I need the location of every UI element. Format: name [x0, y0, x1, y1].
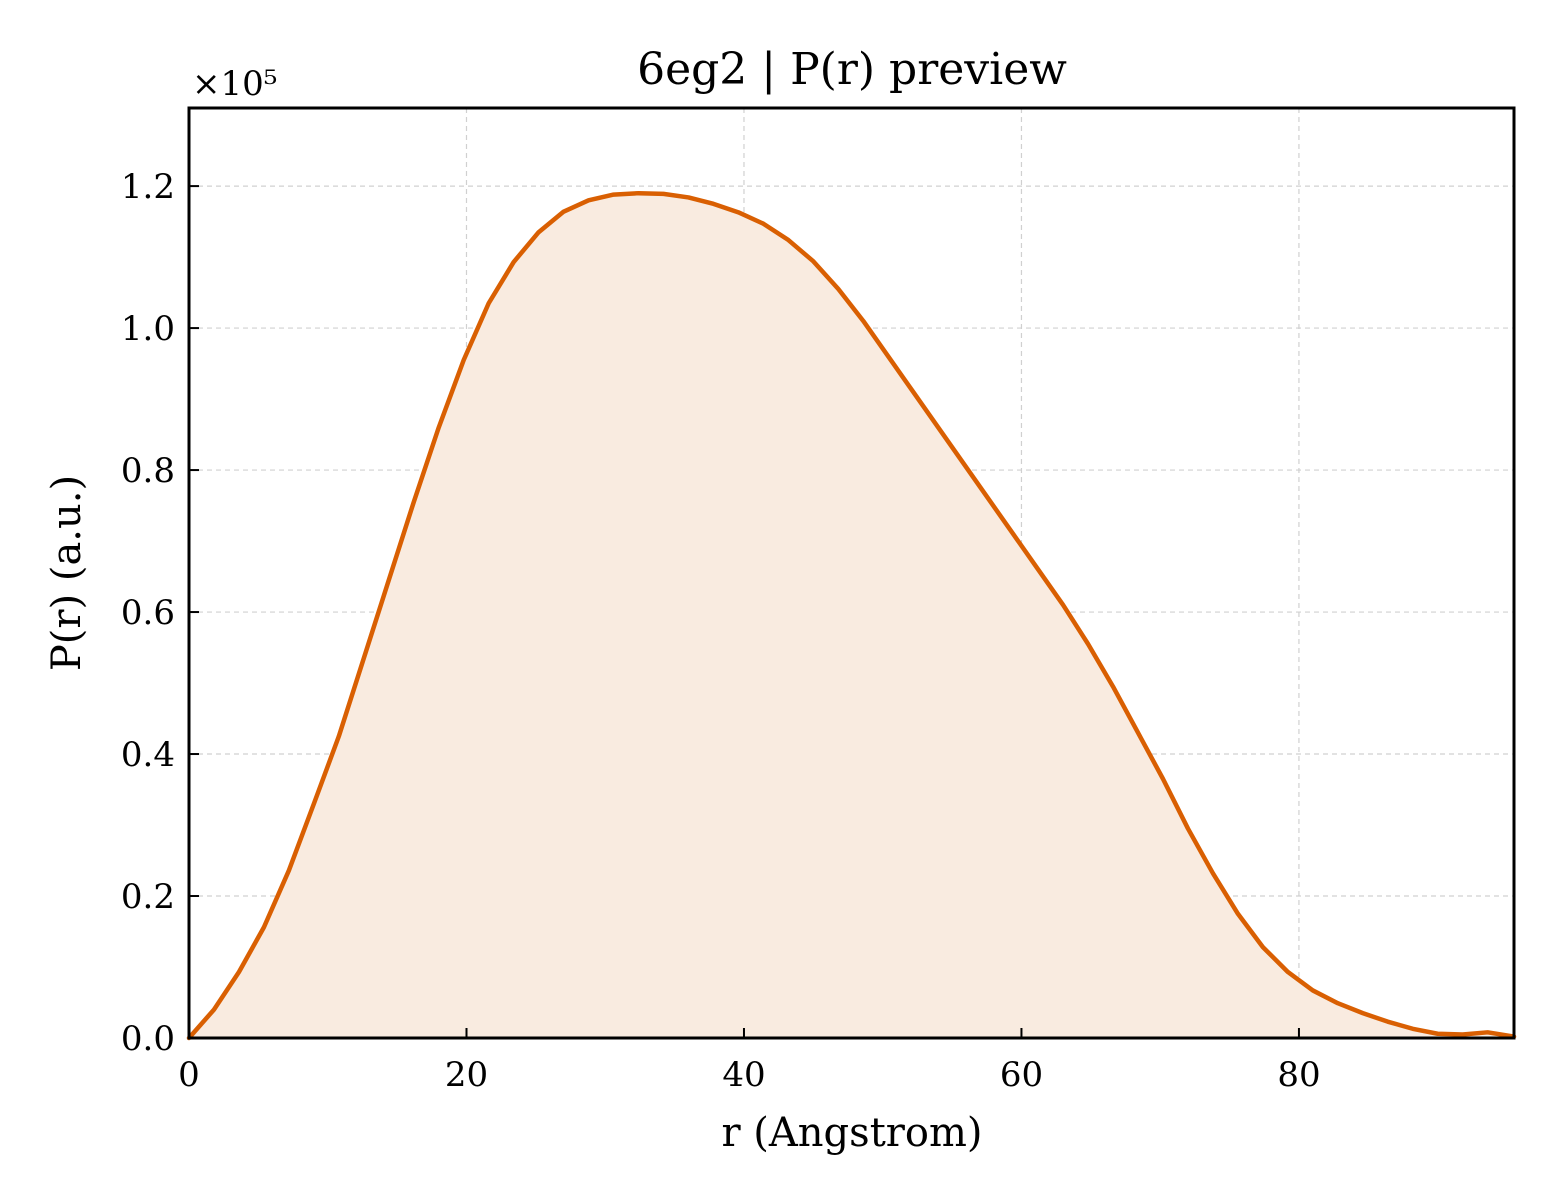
pr-area-fill — [189, 193, 1514, 1038]
pr-series-line — [186, 190, 1517, 1041]
x-axis-label: r (Angstrom) — [721, 1110, 982, 1156]
x-tick-label: 20 — [445, 1055, 488, 1095]
x-tick-label: 80 — [1277, 1055, 1320, 1095]
y-multiplier-label: ×10⁵ — [192, 64, 277, 104]
chart-title: 6eg2 | P(r) preview — [637, 44, 1067, 95]
y-tick-label: 0.0 — [121, 1019, 175, 1059]
y-tick-label: 0.6 — [121, 593, 175, 633]
axis-ticks: 0 20 40 60 80 0.0 0.2 0.4 0.6 0.8 1.0 1.2 — [121, 167, 1321, 1095]
y-tick-label: 0.2 — [121, 877, 175, 917]
plot-frame — [187, 106, 1516, 1040]
x-tick-label: 0 — [178, 1055, 200, 1095]
x-tick-label: 60 — [1000, 1055, 1043, 1095]
y-tick-label: 1.0 — [121, 309, 175, 349]
y-tick-label: 1.2 — [121, 167, 175, 207]
y-axis-label: P(r) (a.u.) — [44, 475, 90, 671]
y-tick-label: 0.8 — [121, 451, 175, 491]
x-tick-label: 40 — [722, 1055, 765, 1095]
y-tick-label: 0.4 — [121, 735, 175, 775]
